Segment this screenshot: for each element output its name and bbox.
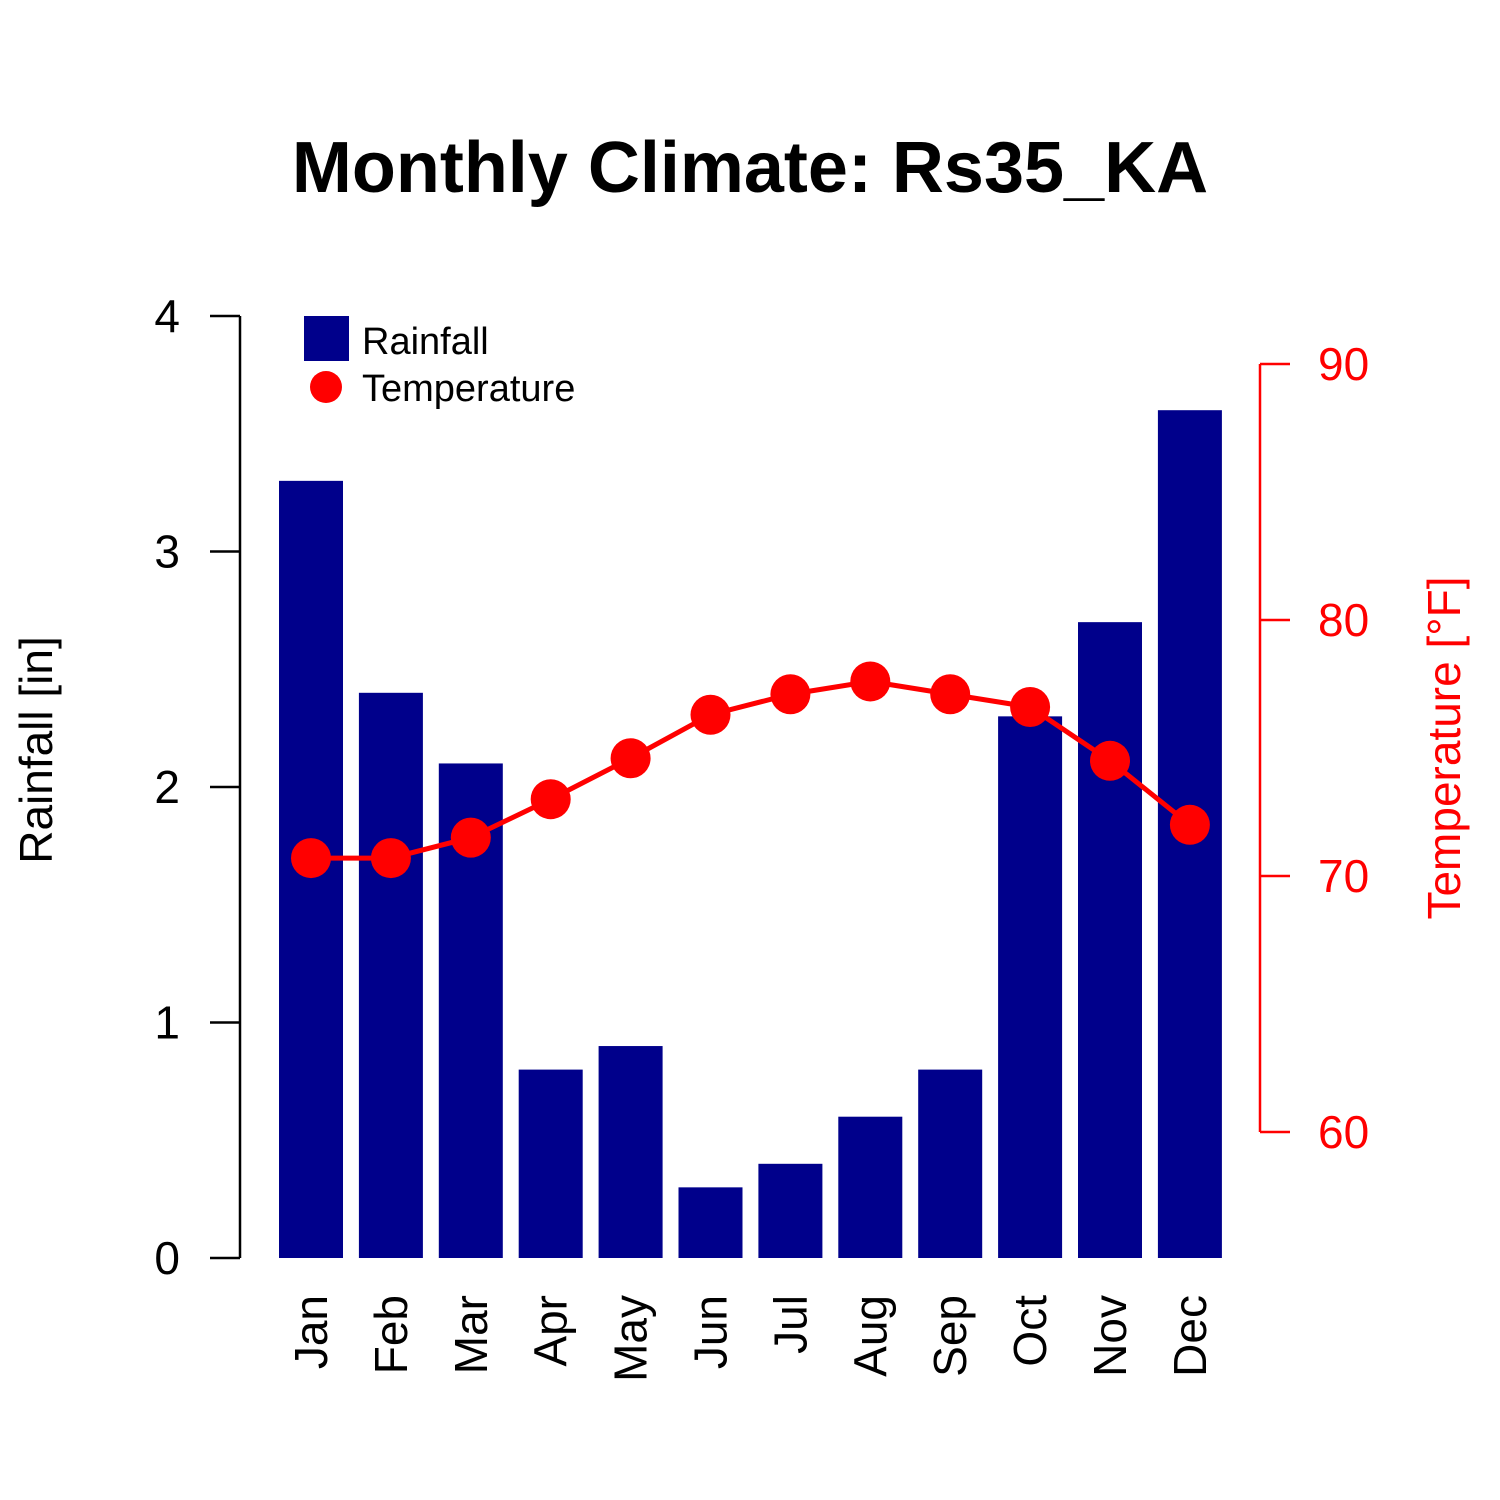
- bar-oct: [998, 716, 1063, 1258]
- y-axis-label-left: Rainfall [in]: [10, 636, 62, 864]
- x-tick-label-oct: Oct: [1004, 1295, 1056, 1367]
- y-tick-label-left: 4: [154, 290, 180, 342]
- legend-label-temperature: Temperature: [362, 368, 575, 410]
- y-tick-label-right: 60: [1318, 1106, 1369, 1158]
- bar-jun: [678, 1187, 743, 1258]
- bar-aug: [838, 1116, 903, 1258]
- legend: Rainfall Temperature: [304, 316, 575, 410]
- y-tick-label-right: 80: [1318, 594, 1369, 646]
- temperature-point-aug: [850, 661, 891, 702]
- x-tick-label-jul: Jul: [764, 1295, 816, 1354]
- temperature-point-feb: [370, 838, 411, 879]
- y-tick-label-left: 3: [154, 526, 180, 578]
- temperature-point-oct: [1010, 687, 1051, 728]
- bar-sep: [918, 1069, 983, 1258]
- temperature-point-apr: [530, 779, 571, 820]
- y-tick-label-left: 2: [154, 761, 180, 813]
- bar-apr: [518, 1069, 583, 1258]
- bar-may: [598, 1046, 663, 1258]
- x-tick-label-apr: Apr: [525, 1295, 577, 1367]
- temperature-point-sep: [930, 674, 971, 715]
- y-tick-label-right: 90: [1318, 338, 1369, 390]
- temperature-series: [291, 661, 1210, 879]
- y-axis-left: 0 1 2 3 4: [154, 290, 242, 1284]
- temperature-point-jan: [291, 838, 331, 879]
- y-tick-label-right: 70: [1318, 850, 1369, 902]
- bar-nov: [1078, 622, 1142, 1258]
- y-tick-label-left: 1: [154, 997, 180, 1049]
- x-tick-label-may: May: [605, 1295, 657, 1382]
- legend-label-rainfall: Rainfall: [362, 321, 489, 363]
- x-tick-label-mar: Mar: [445, 1295, 497, 1374]
- rainfall-bars: [279, 410, 1222, 1259]
- temperature-point-jul: [770, 674, 811, 715]
- x-tick-label-jun: Jun: [685, 1295, 737, 1369]
- y-tick-label-left: 0: [154, 1232, 180, 1284]
- x-axis-labels: Jan Feb Mar Apr May Jun Jul Aug Sep Oct Nov Dec: [285, 1295, 1216, 1382]
- y-axis-label-right: Temperature [°F]: [1418, 576, 1470, 919]
- x-tick-label-jan: Jan: [285, 1295, 337, 1369]
- x-tick-label-sep: Sep: [924, 1295, 976, 1377]
- x-tick-label-aug: Aug: [844, 1295, 896, 1377]
- x-tick-label-feb: Feb: [365, 1295, 417, 1374]
- temperature-point-may: [610, 738, 651, 779]
- x-tick-label-dec: Dec: [1164, 1295, 1216, 1377]
- legend-swatch-rainfall: [304, 316, 349, 361]
- x-tick-label-nov: Nov: [1084, 1295, 1136, 1377]
- temperature-point-nov: [1090, 740, 1130, 781]
- temperature-point-mar: [450, 817, 491, 858]
- y-axis-right: 60 70 80 90: [1258, 338, 1369, 1158]
- temperature-point-dec: [1169, 804, 1210, 845]
- temperature-point-jun: [690, 694, 731, 735]
- bar-jul: [758, 1163, 823, 1258]
- chart-title: Monthly Climate: Rs35_KA: [292, 128, 1208, 208]
- bar-feb: [358, 692, 423, 1258]
- legend-marker-temperature: [310, 371, 342, 403]
